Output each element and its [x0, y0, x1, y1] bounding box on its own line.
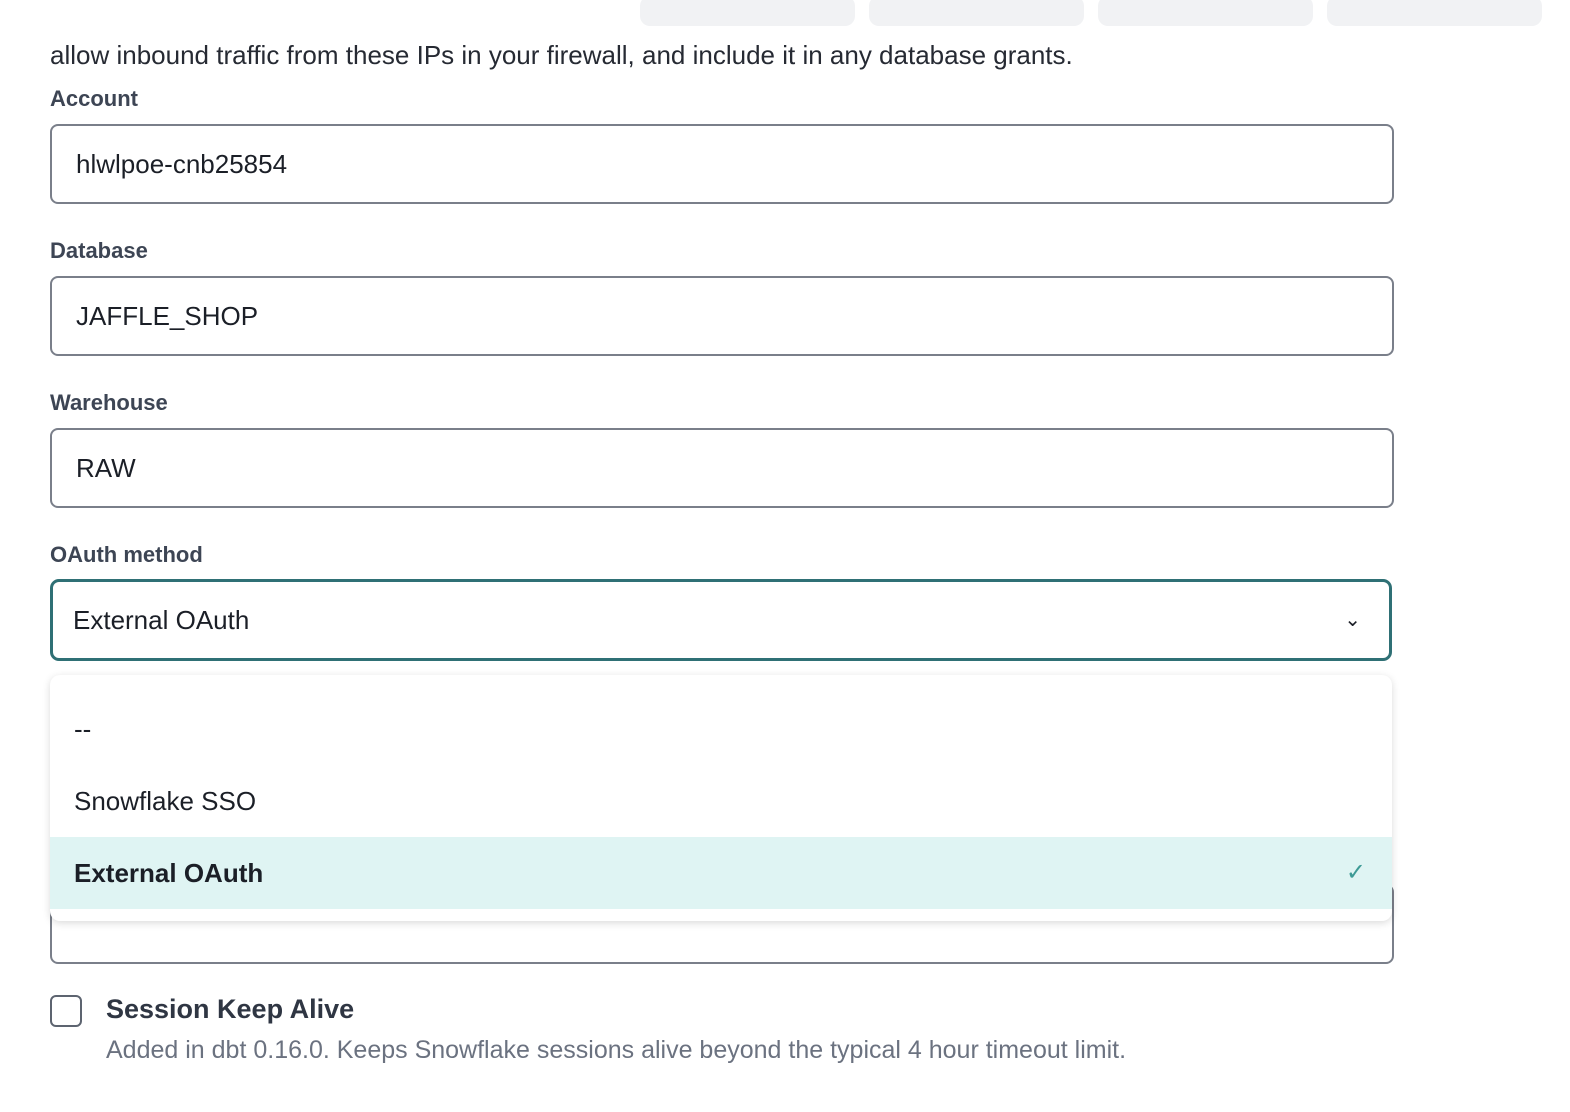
oauth-dropdown-menu: -- Snowflake SSO External OAuth ✓ — [50, 675, 1392, 921]
warehouse-label: Warehouse — [50, 390, 168, 415]
ip-chip — [869, 0, 1084, 27]
database-label: Database — [50, 238, 148, 263]
oauth-selected-value: External OAuth — [73, 605, 250, 635]
session-keep-alive-label[interactable]: Session Keep Alive — [106, 994, 355, 1024]
warehouse-input[interactable]: RAW — [50, 428, 1394, 508]
check-icon: ✓ — [1345, 859, 1366, 886]
option-snowflake-sso[interactable]: Snowflake SSO — [74, 786, 257, 816]
ip-chip — [640, 0, 855, 27]
database-input[interactable]: JAFFLE_SHOP — [50, 276, 1394, 356]
session-keep-alive-checkbox[interactable] — [50, 995, 82, 1027]
account-input[interactable]: hlwlpoe-cnb25854 — [50, 124, 1394, 204]
ip-chip — [1098, 0, 1313, 27]
ip-chips — [50, 0, 1556, 32]
account-label: Account — [50, 86, 138, 111]
option-external-oauth[interactable]: External OAuth ✓ — [50, 837, 1392, 909]
session-keep-alive-help: Added in dbt 0.16.0. Keeps Snowflake ses… — [106, 1036, 1127, 1064]
intro-line: allow inbound traffic from these IPs in … — [50, 40, 1073, 70]
oauth-method-select[interactable]: External OAuth ⌄ — [50, 579, 1392, 661]
chevron-down-icon: ⌄ — [1344, 609, 1361, 631]
intro-text: allow inbound traffic from these IPs in … — [50, 0, 1556, 78]
option-label: External OAuth — [74, 858, 264, 888]
ip-chip — [1327, 0, 1542, 27]
oauth-label: OAuth method — [50, 542, 203, 567]
option-none[interactable]: -- — [74, 714, 92, 744]
